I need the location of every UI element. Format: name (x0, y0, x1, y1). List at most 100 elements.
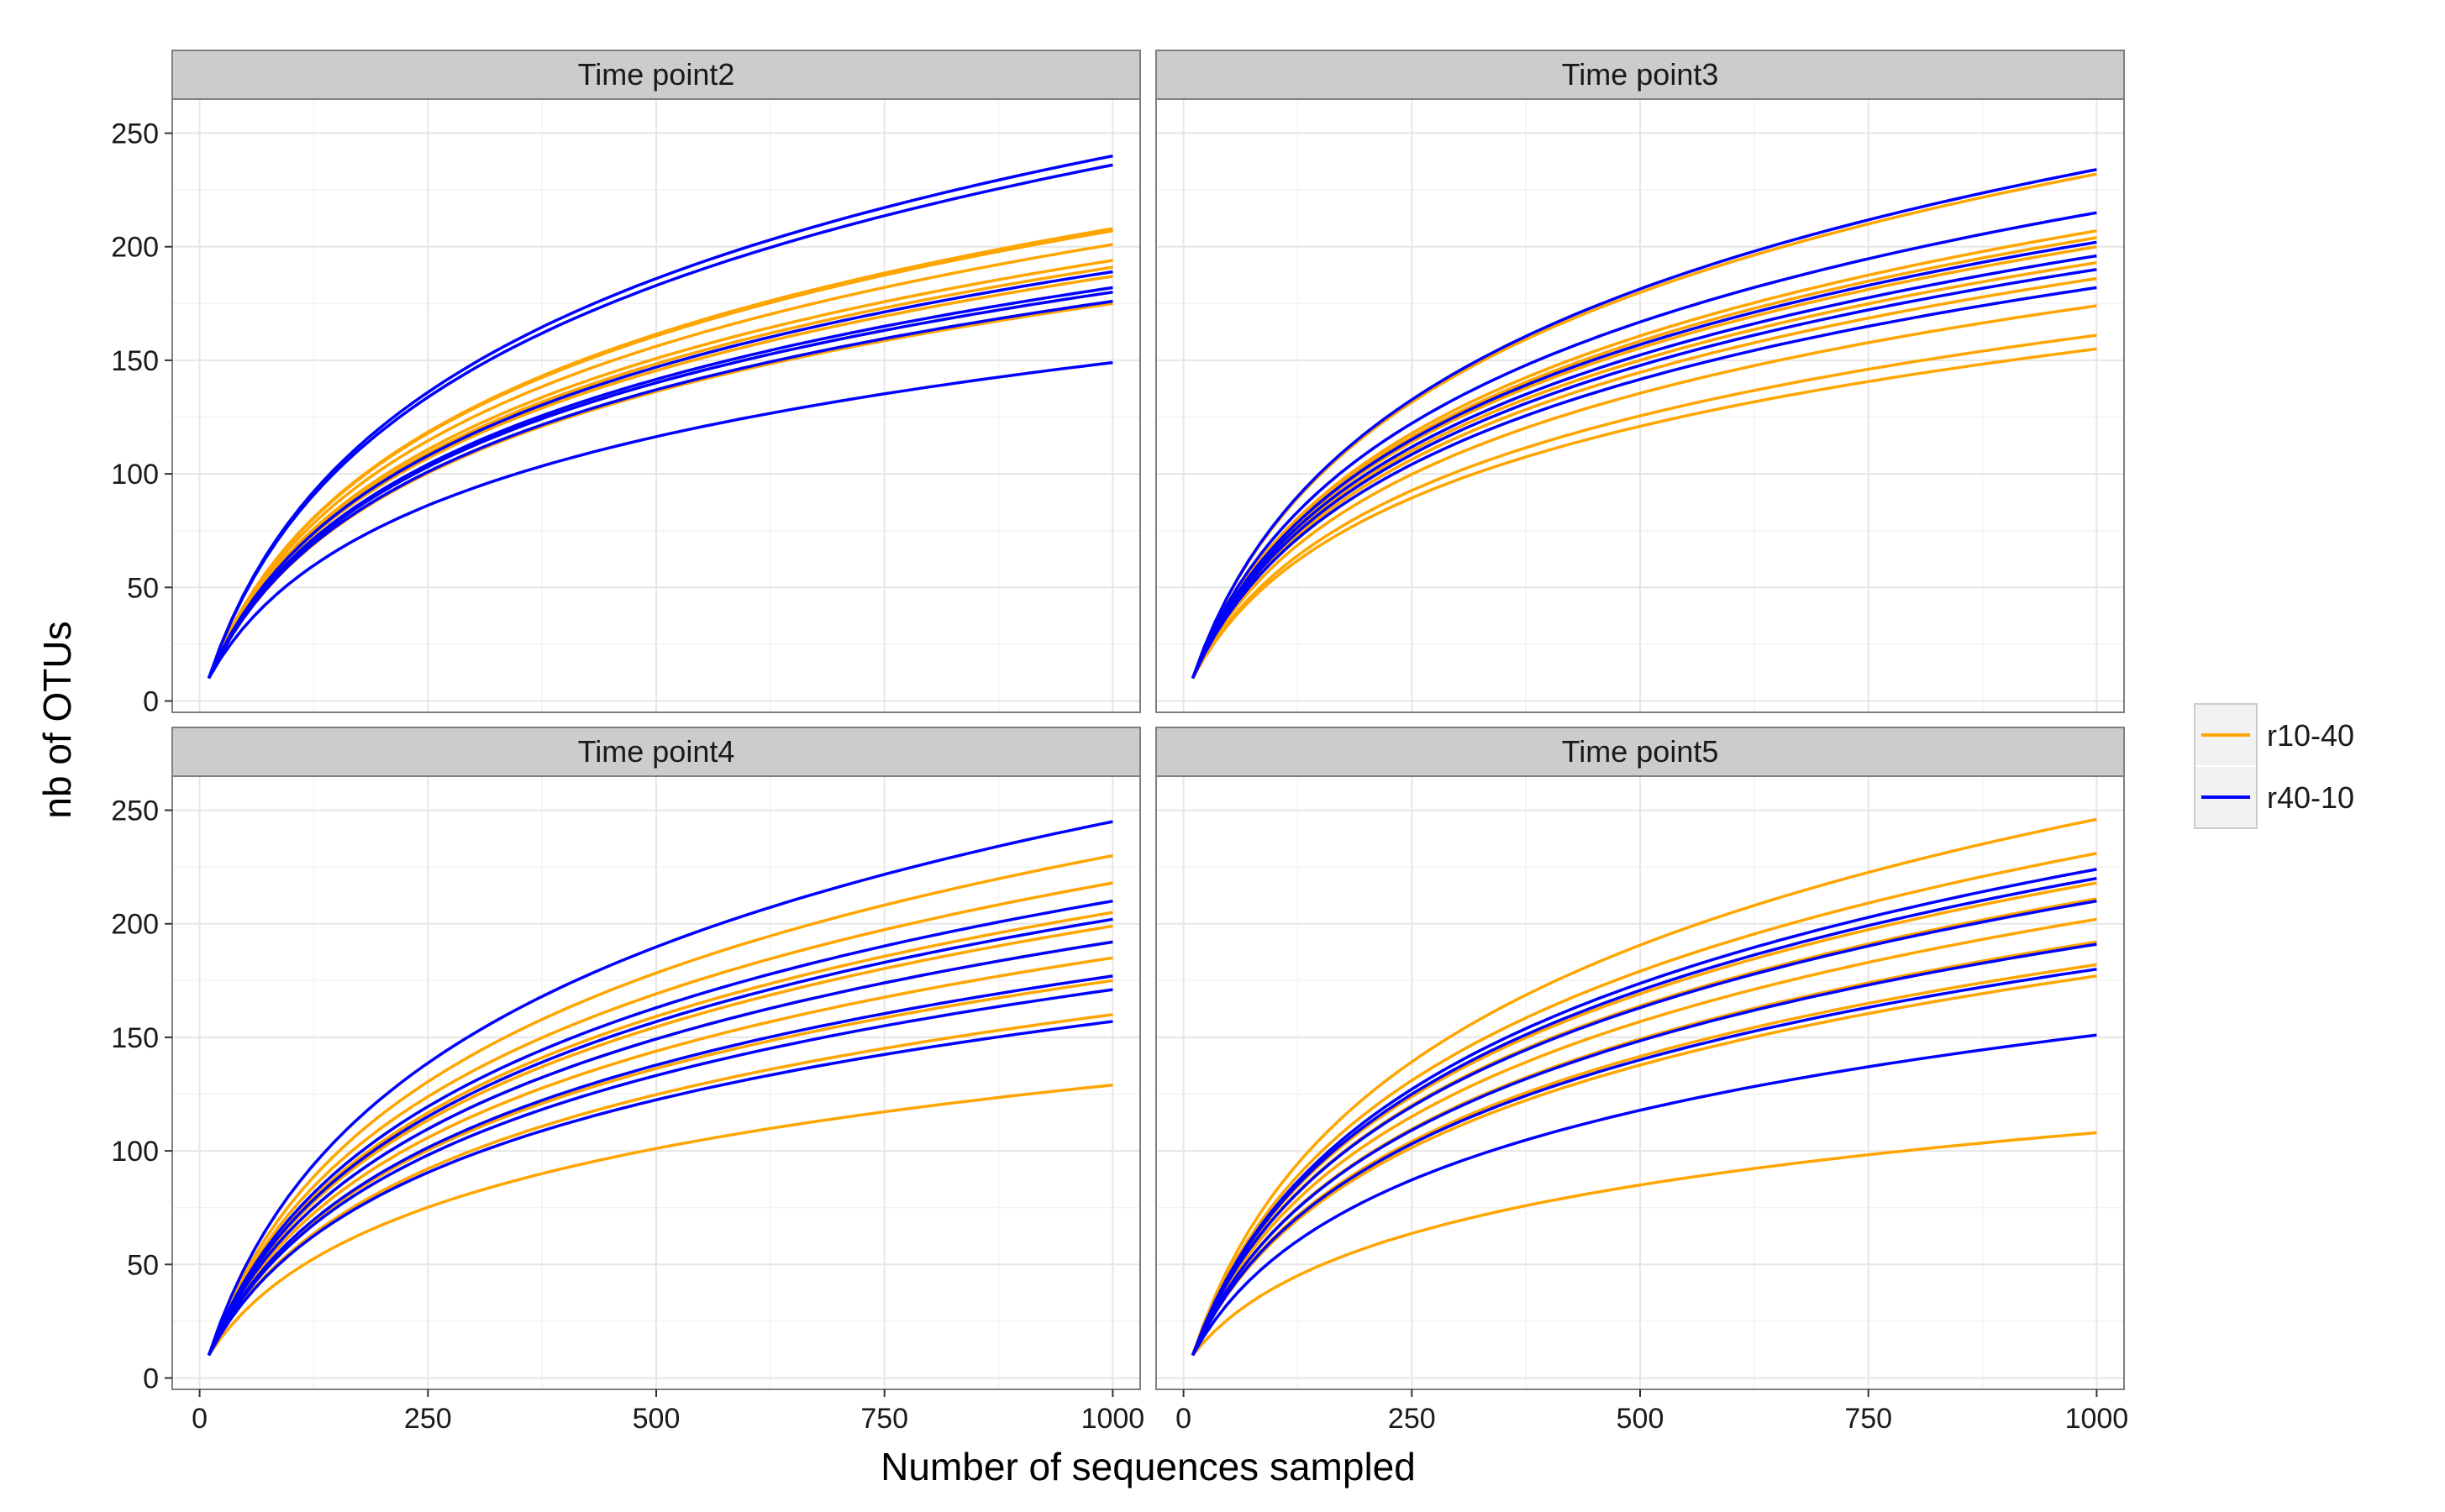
x-tick-label: 0 (1175, 1403, 1191, 1435)
series-group (207, 820, 1113, 1357)
series-group (1191, 168, 2097, 680)
y-tick-label: 50 (127, 1249, 159, 1281)
y-tick-label: 0 (143, 1362, 159, 1394)
series-line-r10-40 (207, 979, 1113, 1357)
series-line-r10-40 (207, 881, 1113, 1357)
legend-key-border (2194, 703, 2258, 829)
series-line-r40-10 (207, 974, 1113, 1357)
x-tick-label: 1000 (1081, 1403, 1145, 1435)
series-line-r10-40 (1191, 236, 2097, 680)
series-line-r40-10 (1191, 268, 2097, 680)
y-tick-label: 200 (111, 232, 159, 264)
series-line-r40-10 (207, 299, 1113, 680)
series-line-r10-40 (1191, 963, 2097, 1357)
y-tick-label: 200 (111, 909, 159, 941)
series-line-r40-10 (1191, 254, 2097, 680)
series-line-r40-10 (207, 270, 1113, 680)
series-line-r40-10 (1191, 240, 2097, 680)
series-line-r10-40 (207, 243, 1113, 680)
series-line-r10-40 (1191, 304, 2097, 680)
facet-title: Time point2 (578, 57, 735, 92)
legend: r10-40 r40-10 (2194, 703, 2354, 829)
series-group (207, 154, 1113, 680)
series-line-r10-40 (207, 924, 1113, 1357)
series-line-r40-10 (207, 1020, 1113, 1357)
y-axis-title: nb of OTUs (35, 621, 79, 818)
legend-label: r40-10 (2267, 780, 2354, 815)
series-line-r10-40 (1191, 852, 2097, 1357)
series-line-r40-10 (1191, 1033, 2097, 1357)
x-tick-label: 250 (404, 1403, 452, 1435)
series-line-r10-40 (207, 853, 1113, 1357)
series-line-r40-10 (1191, 942, 2097, 1357)
series-line-r10-40 (207, 229, 1113, 680)
series-line-r10-40 (207, 259, 1113, 680)
facet-panel: Time point2 0 50 100 150 200 250 (111, 50, 1141, 717)
facet-strip (1155, 50, 2125, 100)
y-tick-label: 0 (143, 685, 159, 717)
legend-label: r10-40 (2267, 718, 2354, 753)
series-line-r40-10 (1191, 286, 2097, 680)
series-line-r10-40 (1191, 333, 2097, 680)
facet-title: Time point3 (1562, 57, 1719, 92)
series-line-r40-10 (1191, 868, 2097, 1357)
facet-panel: Time point4 0 50 100 150 200 250 0 250 500 750 1000 (111, 727, 1144, 1435)
facet-panel: Time point5 0 250 500 750 1000 (1155, 727, 2129, 1435)
series-line-r40-10 (1191, 968, 2097, 1357)
x-tick-label: 500 (633, 1403, 681, 1435)
facet-title: Time point5 (1562, 734, 1719, 769)
series-line-r40-10 (207, 940, 1113, 1357)
x-tick-label: 500 (1617, 1403, 1664, 1435)
series-line-r10-40 (1191, 817, 2097, 1356)
panel-border (171, 98, 1141, 713)
series-line-r10-40 (1191, 229, 2097, 680)
facet-strip (1155, 727, 2125, 777)
series-line-r10-40 (207, 265, 1113, 680)
series-line-r40-10 (1191, 899, 2097, 1357)
x-tick-label: 250 (1388, 1403, 1436, 1435)
y-tick-label: 50 (127, 572, 159, 604)
series-line-r40-10 (1191, 876, 2097, 1357)
facet-panel: Time point3 (1155, 50, 2125, 713)
y-tick-label: 250 (111, 118, 159, 150)
series-line-r40-10 (207, 286, 1113, 680)
series-line-r10-40 (1191, 917, 2097, 1357)
x-axis-title: Number of sequences sampled (881, 1445, 1416, 1488)
y-tick-label: 250 (111, 795, 159, 827)
series-line-r40-10 (207, 291, 1113, 680)
series-line-r10-40 (1191, 974, 2097, 1357)
y-tick-label: 150 (111, 1022, 159, 1054)
y-tick-label: 100 (111, 1136, 159, 1168)
series-line-r40-10 (207, 988, 1113, 1357)
series-line-r10-40 (207, 1013, 1113, 1357)
series-line-r10-40 (208, 1083, 1113, 1357)
series-line-r10-40 (207, 911, 1113, 1357)
series-line-r10-40 (1191, 347, 2097, 680)
facet-strip (171, 50, 1141, 100)
series-line-r40-10 (207, 917, 1113, 1357)
panel-border (1155, 98, 2125, 713)
x-tick-label: 0 (192, 1403, 208, 1435)
series-line-r10-40 (1191, 881, 2097, 1357)
series-line-r10-40 (1191, 172, 2097, 680)
series-line-r40-10 (207, 154, 1113, 679)
x-tick-label: 1000 (2065, 1403, 2129, 1435)
series-line-r10-40 (207, 956, 1113, 1357)
series-line-r10-40 (1191, 1131, 2097, 1357)
y-tick-label: 150 (111, 345, 159, 377)
series-line-r10-40 (1191, 260, 2097, 680)
series-line-r40-10 (207, 163, 1113, 680)
series-line-r10-40 (1191, 244, 2097, 680)
series-group (1191, 817, 2097, 1357)
facet-title: Time point4 (578, 734, 735, 769)
series-line-r10-40 (1191, 276, 2097, 680)
series-line-r40-10 (207, 820, 1113, 1356)
y-tick-label: 100 (111, 459, 159, 491)
series-line-r10-40 (207, 275, 1113, 680)
x-tick-label: 750 (860, 1403, 908, 1435)
series-line-r40-10 (1191, 168, 2097, 680)
series-line-r40-10 (1191, 211, 2097, 680)
facet-panels: Time point2 0 50 100 150 200 250 Time point3 Tim… (111, 50, 2128, 1435)
series-line-r40-10 (207, 360, 1113, 680)
